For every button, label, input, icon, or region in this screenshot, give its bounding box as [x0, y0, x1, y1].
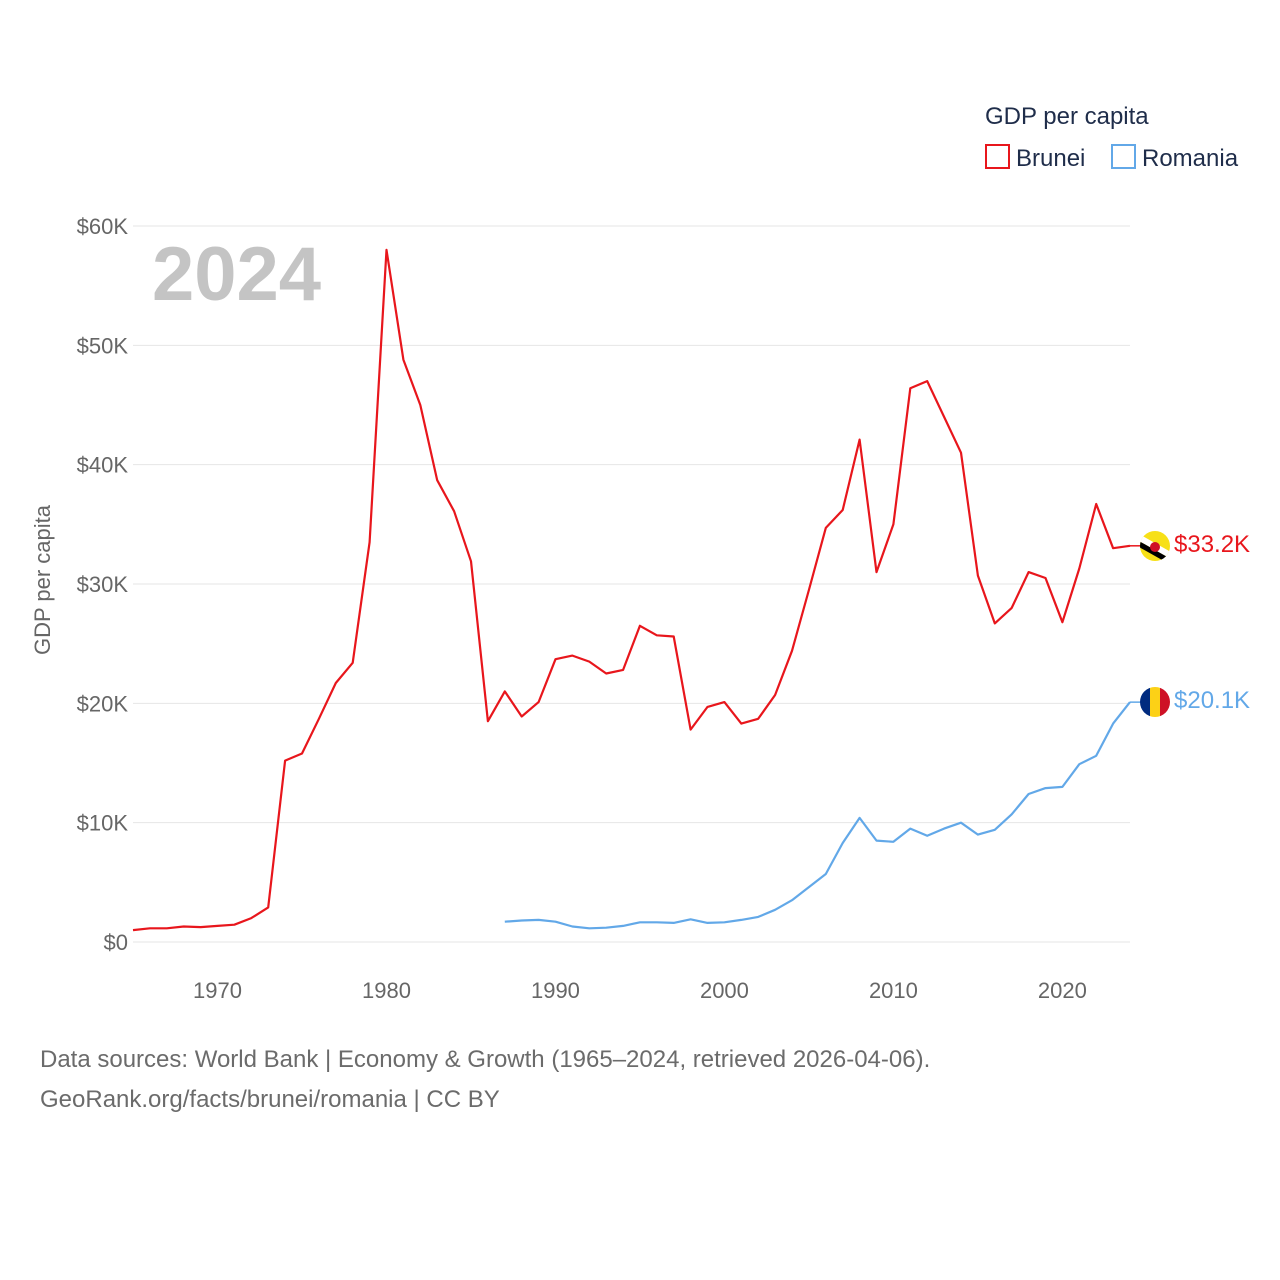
series-lines [132, 248, 1145, 932]
y-tick-label: $40K [77, 453, 129, 478]
y-tick-label: $30K [77, 572, 129, 597]
x-tick-label: 2020 [1038, 978, 1087, 1003]
brunei-end-value: $33.2K [1174, 531, 1250, 558]
series-line-romania[interactable] [504, 701, 1131, 930]
x-tick-label: 1970 [193, 978, 242, 1003]
romania-flag-icon [1140, 687, 1170, 717]
legend-label-romania[interactable]: Romania [1142, 145, 1239, 172]
data-sources-text: Data sources: World Bank | Economy & Gro… [40, 1046, 931, 1073]
x-tick-label: 2010 [869, 978, 918, 1003]
brunei-flag-icon [1140, 531, 1170, 561]
legend-swatch-romania[interactable] [1111, 144, 1136, 169]
y-tick-label: $10K [77, 811, 129, 836]
year-label: 2024 [152, 232, 321, 317]
legend-label-brunei[interactable]: Brunei [1016, 145, 1085, 172]
source-url-text[interactable]: GeoRank.org/facts/brunei/romania | CC BY [40, 1086, 500, 1113]
legend: GDP per capita Brunei Romania [985, 103, 1239, 172]
y-tick-label: $50K [77, 333, 129, 358]
x-axis-ticks: 1970 1980 1990 2000 2010 2020 [193, 978, 1087, 1003]
series-line-brunei[interactable] [132, 248, 1131, 932]
x-tick-label: 1990 [531, 978, 580, 1003]
x-tick-label: 1980 [362, 978, 411, 1003]
legend-title: GDP per capita [985, 103, 1149, 130]
gridlines [133, 225, 1130, 943]
footer: Data sources: World Bank | Economy & Gro… [40, 1040, 930, 1120]
y-tick-label: $60K [77, 214, 129, 239]
legend-swatch-brunei[interactable] [985, 144, 1010, 169]
x-tick-label: 2000 [700, 978, 749, 1003]
y-tick-label: $20K [77, 691, 129, 716]
romania-end-value: $20.1K [1174, 687, 1250, 714]
y-axis-ticks: $0 $10K $20K $30K $40K $50K $60K [77, 214, 129, 955]
y-tick-label: $0 [104, 930, 128, 955]
y-axis-label: GDP per capita [30, 504, 55, 655]
